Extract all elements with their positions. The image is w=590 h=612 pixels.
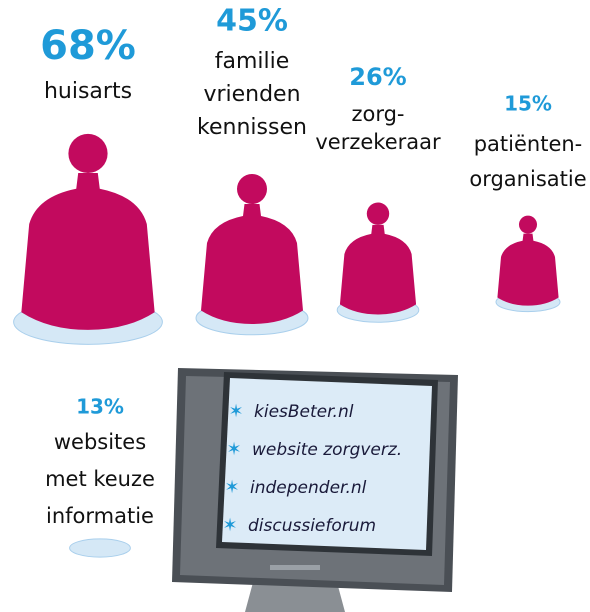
category-label: met keuze: [45, 467, 155, 491]
person-silhouette: [339, 202, 417, 315]
body: [21, 173, 155, 330]
category-label: verzekeraar: [315, 130, 441, 154]
body: [201, 204, 303, 324]
monitor: [172, 368, 458, 612]
star-bullet: ✶: [228, 401, 243, 422]
percentage: 13%: [76, 395, 124, 419]
category-label: familie: [215, 49, 290, 74]
category-label: vrienden: [203, 82, 300, 107]
percentage: 68%: [40, 23, 136, 69]
person-silhouette: [497, 215, 559, 306]
star-bullet: ✶: [224, 477, 239, 498]
category-label: informatie: [46, 504, 154, 528]
category-label: zorg-: [351, 102, 404, 126]
percentage: 26%: [349, 63, 406, 91]
head: [366, 202, 390, 225]
person-silhouette: [201, 174, 303, 324]
category-label: huisarts: [44, 79, 132, 104]
head: [68, 133, 108, 174]
body: [339, 224, 417, 315]
screen-item: discussieforum: [248, 516, 376, 536]
category-label: organisatie: [469, 167, 586, 191]
category-label: kennissen: [197, 115, 307, 140]
base-shadow: [69, 538, 131, 558]
body: [497, 233, 559, 306]
head: [519, 215, 537, 234]
category-label: websites: [54, 430, 146, 454]
screen-item: kiesBeter.nl: [254, 402, 354, 422]
percentage: 15%: [504, 92, 552, 116]
percentage: 45%: [216, 4, 288, 39]
category-label: patiënten-: [474, 132, 583, 156]
screen-item: website zorgverz.: [252, 440, 402, 460]
screen-item: independer.nl: [250, 478, 367, 498]
head: [237, 174, 267, 204]
star-bullet: ✶: [222, 515, 237, 536]
star-bullet: ✶: [226, 439, 241, 460]
person-silhouette: [21, 133, 155, 330]
